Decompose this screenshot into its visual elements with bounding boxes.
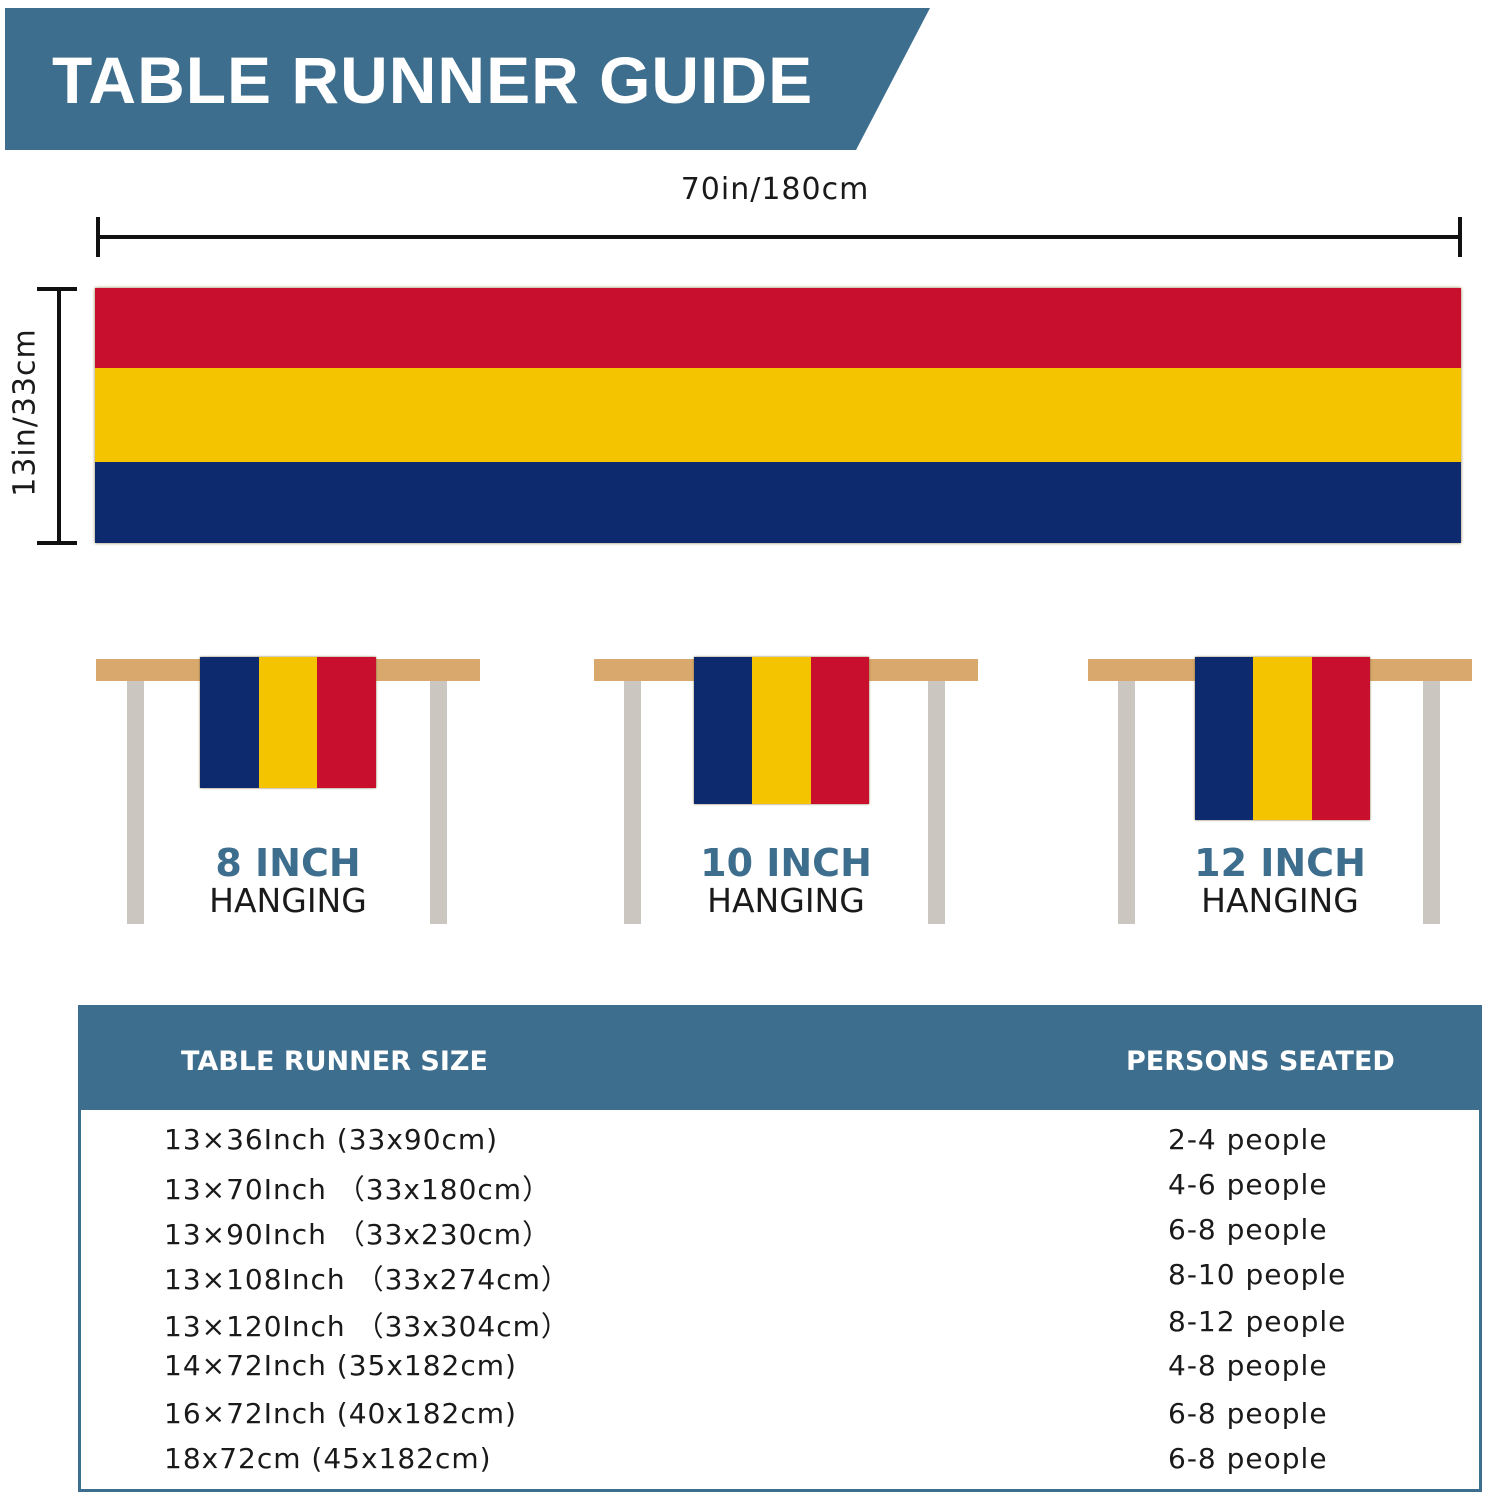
title-banner [5, 8, 930, 150]
row-persons: 8-10 people [1168, 1258, 1347, 1291]
height-dimension-line [57, 288, 61, 544]
row-persons: 8-12 people [1168, 1305, 1347, 1338]
hanging-illustration-12: 12 INCH HANGING [1088, 657, 1472, 929]
table-runner-image [95, 288, 1461, 543]
row-persons: 4-6 people [1168, 1168, 1328, 1201]
hanging-size: 12 INCH [1194, 841, 1366, 885]
hanging-size: 10 INCH [700, 841, 872, 885]
row-size: 13×36Inch (33x90cm) [164, 1123, 499, 1156]
hanging-label: HANGING [1201, 881, 1359, 920]
width-label: 70in/180cm [680, 172, 870, 207]
header-persons: PERSONS SEATED [1126, 1046, 1395, 1077]
row-persons: 6-8 people [1168, 1397, 1328, 1430]
width-dimension-line [97, 235, 1461, 239]
width-tick-left [96, 217, 100, 257]
height-tick-top [37, 287, 77, 291]
height-tick-bottom [37, 541, 77, 545]
row-persons: 6-8 people [1168, 1213, 1328, 1246]
row-persons: 4-8 people [1168, 1349, 1328, 1382]
row-size: 16×72Inch (40x182cm) [164, 1397, 517, 1430]
row-size: 13×120Inch （33x304cm） [164, 1310, 570, 1343]
size-table: TABLE RUNNER SIZE PERSONS SEATED 13×36In… [78, 1005, 1482, 1492]
hanging-illustration-10: 10 INCH HANGING [594, 657, 978, 929]
row-size: 18x72cm (45x182cm) [164, 1442, 492, 1475]
header-size: TABLE RUNNER SIZE [181, 1046, 488, 1077]
hanging-label: HANGING [209, 881, 367, 920]
table-header: TABLE RUNNER SIZE PERSONS SEATED [81, 1008, 1479, 1110]
row-size: 13×90Inch （33x230cm） [164, 1218, 552, 1251]
hanging-size: 8 INCH [215, 841, 361, 885]
page-title: TABLE RUNNER GUIDE [52, 43, 814, 117]
height-label: 13in/33cm [7, 328, 43, 497]
row-size: 13×108Inch （33x274cm） [164, 1263, 570, 1296]
hanging-label: HANGING [707, 881, 865, 920]
row-persons: 2-4 people [1168, 1123, 1328, 1156]
width-tick-right [1458, 217, 1462, 257]
row-size: 13×70Inch （33x180cm） [164, 1173, 552, 1206]
row-size: 14×72Inch (35x182cm) [164, 1349, 517, 1382]
row-persons: 6-8 people [1168, 1442, 1328, 1475]
hanging-illustration-8: 8 INCH HANGING [96, 657, 480, 929]
